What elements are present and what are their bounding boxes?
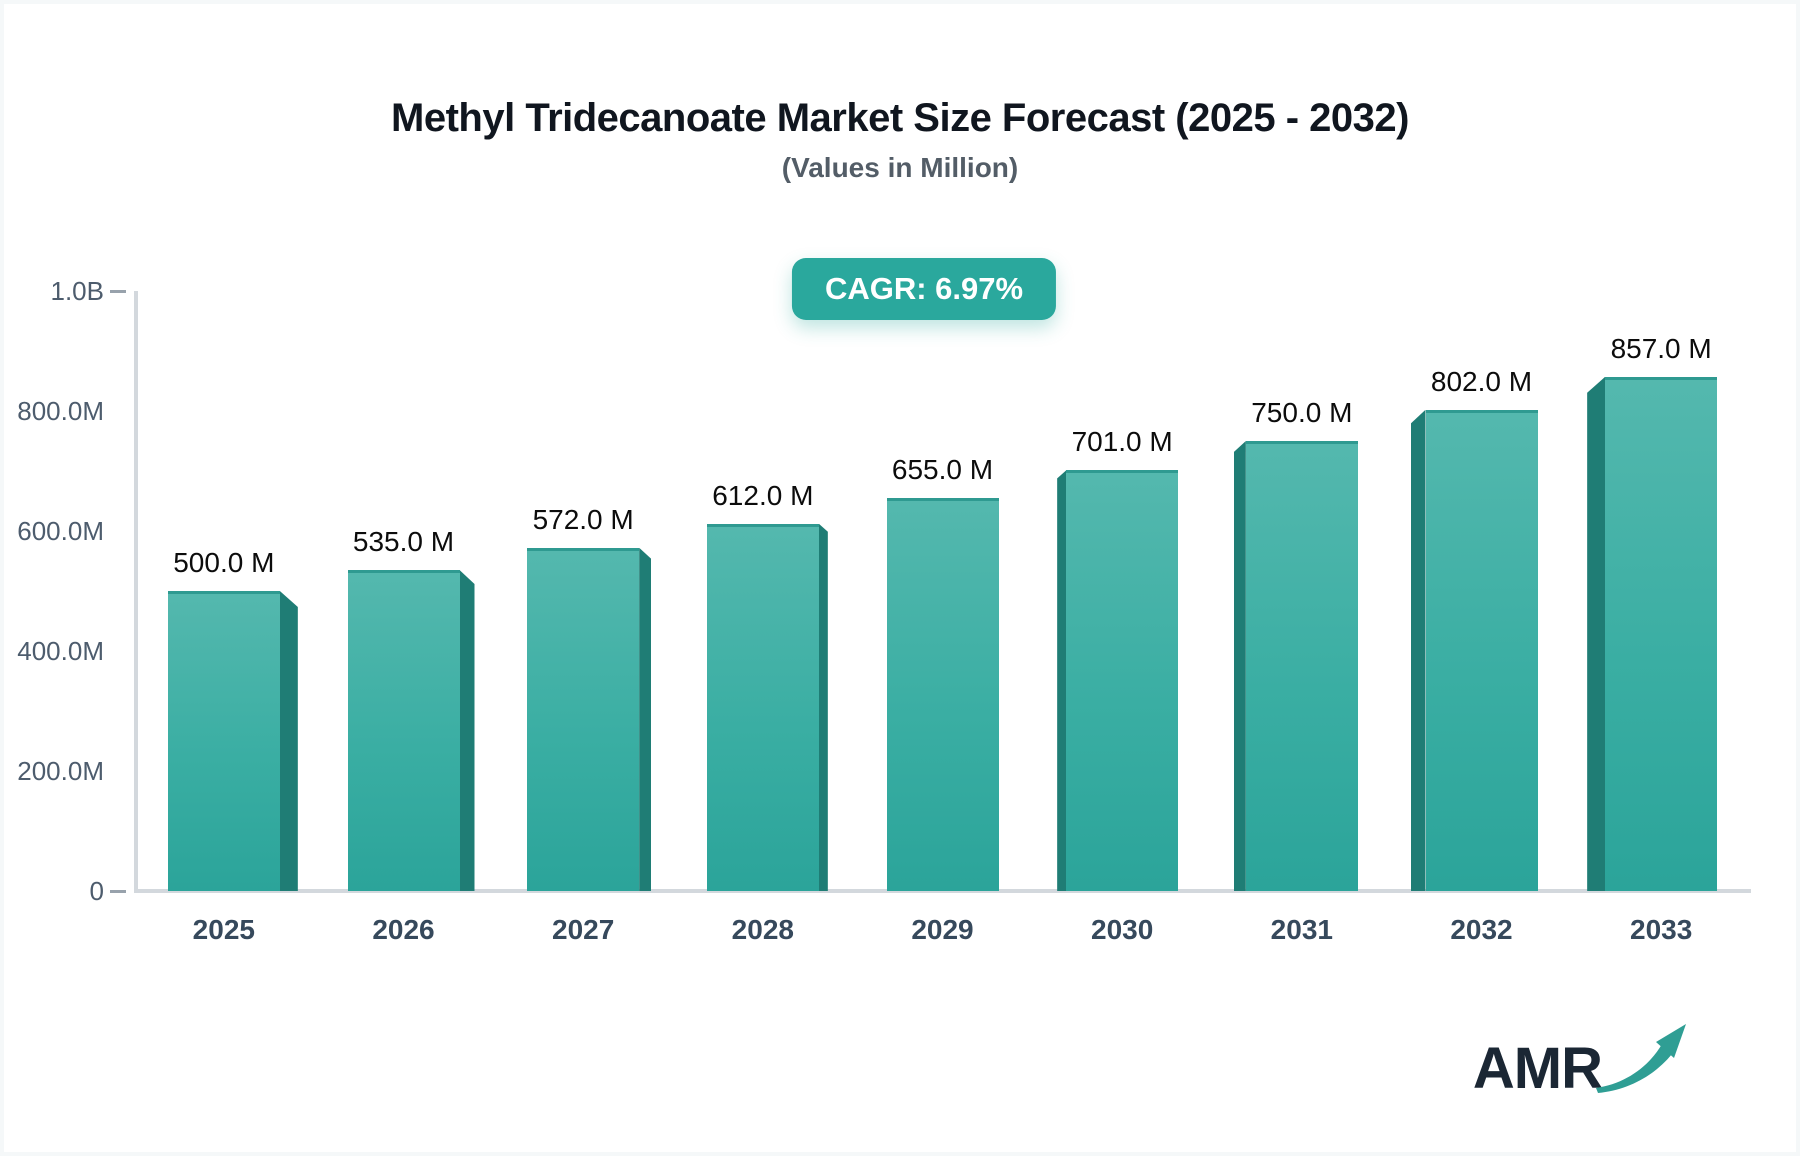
bar-value-label: 655.0 M xyxy=(891,454,994,485)
bar xyxy=(167,591,280,891)
growth-arrow-icon xyxy=(1596,1024,1686,1093)
bar-value-label: 802.0 M xyxy=(1430,365,1533,397)
bar-side-panel xyxy=(1410,409,1426,891)
bar xyxy=(1066,470,1179,891)
bar-side-panel xyxy=(639,547,652,891)
y-axis-label: 600.0M xyxy=(17,516,104,546)
y-axis-line xyxy=(134,291,138,891)
x-axis-label: 2026 xyxy=(372,914,435,945)
bar-value-label: 572.0 M xyxy=(532,503,634,535)
bar xyxy=(347,570,460,891)
y-axis-label: 1.0B xyxy=(50,276,105,306)
amr-logo: AMR xyxy=(1472,1024,1692,1102)
cagr-badge: CAGR: 6.97% xyxy=(791,258,1057,320)
x-axis-label: 2027 xyxy=(552,914,615,945)
bar-value-label: 857.0 M xyxy=(1610,332,1712,364)
x-axis-label: 2025 xyxy=(192,914,255,945)
x-axis-label: 2029 xyxy=(911,914,974,945)
x-axis-label: 2033 xyxy=(1630,914,1693,945)
bar-value-label: 750.0 M xyxy=(1251,397,1353,428)
bar xyxy=(886,498,999,891)
y-axis-label: 0 xyxy=(89,876,104,906)
bar-value-label: 612.0 M xyxy=(712,479,814,511)
bar xyxy=(1425,409,1538,891)
bar-side-panel xyxy=(279,591,298,891)
bar-side-panel xyxy=(1587,376,1606,891)
chart-subtitle: (Values in Million) xyxy=(781,152,1019,183)
bar-value-label: 535.0 M xyxy=(352,526,455,557)
bar-side-panel xyxy=(1233,441,1246,891)
bar-side-panel xyxy=(459,570,475,891)
bar xyxy=(706,523,819,891)
bar xyxy=(1605,376,1718,891)
y-axis-label: 400.0M xyxy=(17,636,104,666)
y-axis-label: 800.0M xyxy=(17,396,104,426)
x-axis-label: 2028 xyxy=(731,914,794,945)
bar-value-label: 500.0 M xyxy=(173,547,275,578)
y-tick-dash xyxy=(110,289,126,293)
bar-side-panel xyxy=(1057,470,1067,891)
x-axis-label: 2032 xyxy=(1450,914,1513,945)
y-axis-label: 200.0M xyxy=(17,756,104,786)
bar-value-label: 701.0 M xyxy=(1071,426,1173,458)
x-axis-line xyxy=(134,889,1751,893)
x-axis-label: 2030 xyxy=(1091,914,1154,945)
chart-title: Methyl Tridecanoate Market Size Forecast… xyxy=(391,96,1409,140)
plot-area: 1.0B 800.0M 600.0M 400.0M 200.0M 0 500.0 M 2025… xyxy=(4,4,1796,1152)
bar xyxy=(527,547,640,891)
x-axis-label: 2031 xyxy=(1270,914,1333,945)
bar-side-panel xyxy=(818,523,828,891)
amr-logo-text: AMR xyxy=(1472,1036,1603,1101)
y-tick-dash xyxy=(110,889,126,893)
bar xyxy=(1245,441,1358,891)
